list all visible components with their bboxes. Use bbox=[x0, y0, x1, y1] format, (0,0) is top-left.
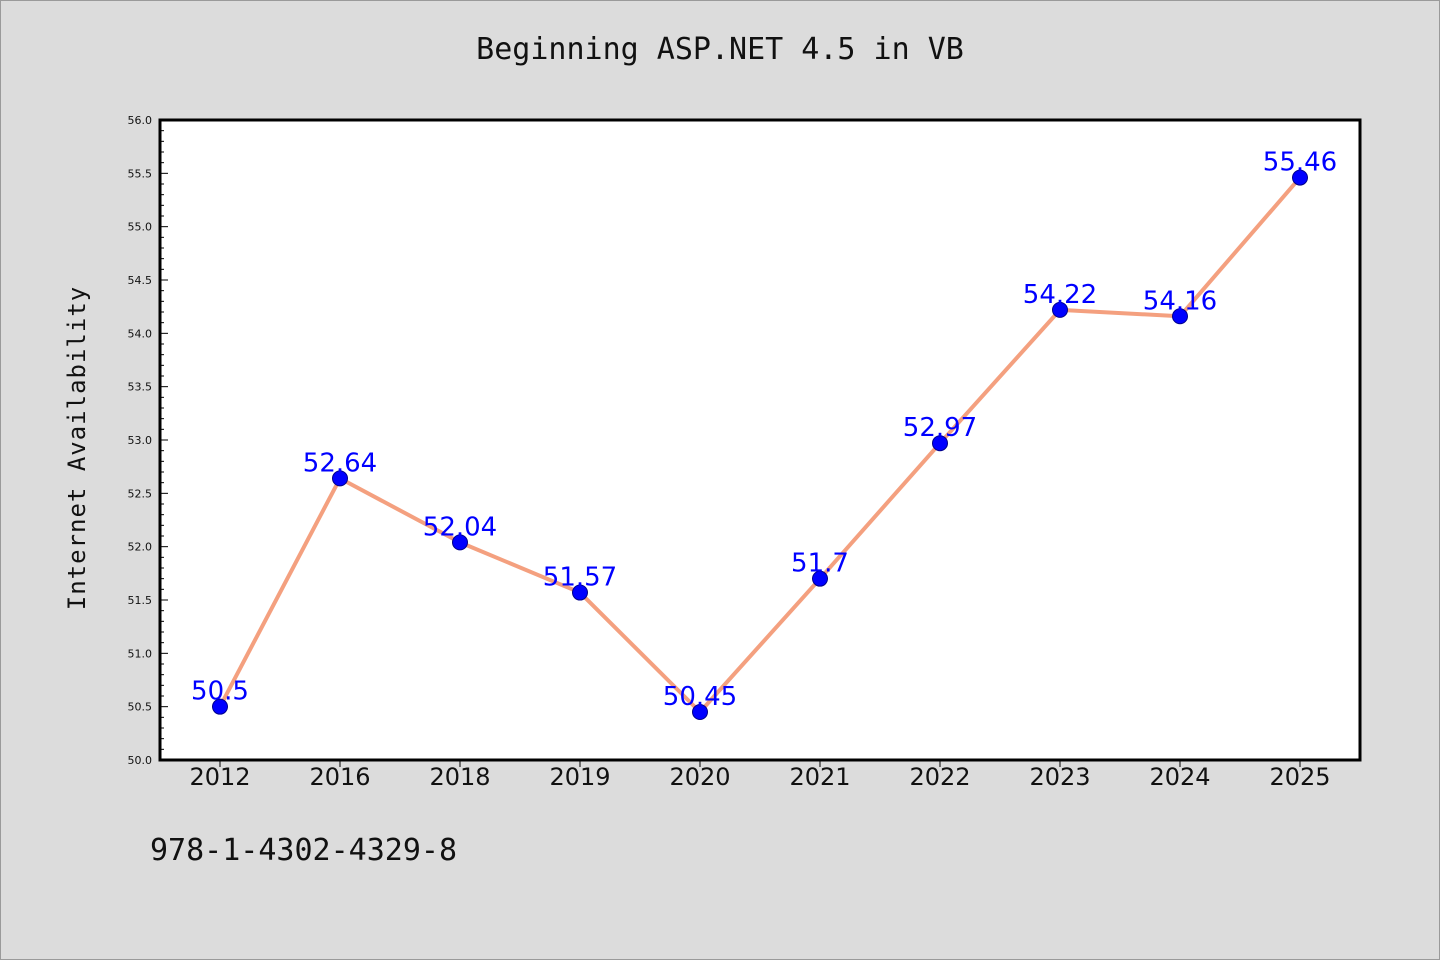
data-point bbox=[932, 435, 948, 452]
data-label: 54.22 bbox=[1023, 280, 1097, 310]
data-point bbox=[452, 534, 468, 551]
data-point bbox=[212, 698, 228, 715]
y-tick-label: 54.0 bbox=[128, 327, 153, 340]
data-markers bbox=[212, 169, 1308, 720]
data-point bbox=[1172, 308, 1188, 325]
x-tick-label: 2024 bbox=[1149, 763, 1210, 791]
y-tick-label: 55.5 bbox=[128, 167, 153, 180]
y-tick-label: 53.0 bbox=[128, 434, 153, 447]
y-tick-label: 50.5 bbox=[128, 701, 153, 714]
series-line bbox=[218, 176, 1302, 714]
y-tick-label: 52.5 bbox=[128, 487, 153, 500]
data-label: 52.97 bbox=[903, 413, 977, 443]
data-label: 51.7 bbox=[791, 549, 849, 579]
data-label: 55.46 bbox=[1263, 148, 1337, 178]
y-axis-label: Internet Availability bbox=[63, 286, 91, 610]
data-label: 52.64 bbox=[303, 448, 377, 478]
chart-title: Beginning ASP.NET 4.5 in VB bbox=[476, 32, 964, 67]
data-point bbox=[1052, 301, 1068, 318]
y-tick-label: 56.0 bbox=[128, 114, 153, 127]
data-label: 54.16 bbox=[1143, 286, 1217, 316]
footer-isbn: 978-1-4302-4329-8 bbox=[150, 833, 458, 868]
x-tick-label: 2012 bbox=[189, 763, 250, 791]
data-label: 50.5 bbox=[191, 677, 249, 707]
series-line-group bbox=[218, 176, 1302, 714]
data-label: 51.57 bbox=[543, 563, 617, 593]
y-axis: 50.0 50.5 51.0 51.5 52.0 52.5 53.0 53.5 54.0 54.5… bbox=[128, 114, 168, 767]
y-tick-label: 50.0 bbox=[128, 754, 153, 767]
data-point bbox=[1292, 169, 1308, 186]
y-tick-label: 55.0 bbox=[128, 221, 153, 234]
data-labels: 50.5 52.64 52.04 51.57 50.45 51.7 52.97 54.22 54… bbox=[191, 148, 1337, 712]
y-tick-label: 51.5 bbox=[128, 594, 153, 607]
x-tick-label: 2022 bbox=[909, 763, 970, 791]
x-tick-label: 2021 bbox=[789, 763, 850, 791]
x-tick-label: 2016 bbox=[309, 763, 370, 791]
y-tick-label: 53.5 bbox=[128, 381, 153, 394]
data-label: 50.45 bbox=[663, 682, 737, 712]
x-tick-label: 2020 bbox=[669, 763, 730, 791]
x-tick-label: 2019 bbox=[549, 763, 610, 791]
y-tick-label: 54.5 bbox=[128, 274, 153, 287]
y-tick-label: 51.0 bbox=[128, 647, 153, 660]
x-tick-label: 2023 bbox=[1029, 763, 1090, 791]
data-label: 52.04 bbox=[423, 512, 497, 542]
data-point bbox=[332, 470, 348, 487]
y-tick-label: 52.0 bbox=[128, 541, 153, 554]
data-point bbox=[692, 704, 708, 720]
x-tick-label: 2025 bbox=[1269, 763, 1330, 791]
plot-area bbox=[158, 118, 1362, 762]
x-axis: 2012 2016 2018 2019 2020 2021 2022 2023 2024 2025 bbox=[189, 760, 1331, 791]
data-point bbox=[572, 584, 588, 601]
data-point bbox=[812, 570, 828, 587]
x-tick-label: 2018 bbox=[429, 763, 490, 791]
